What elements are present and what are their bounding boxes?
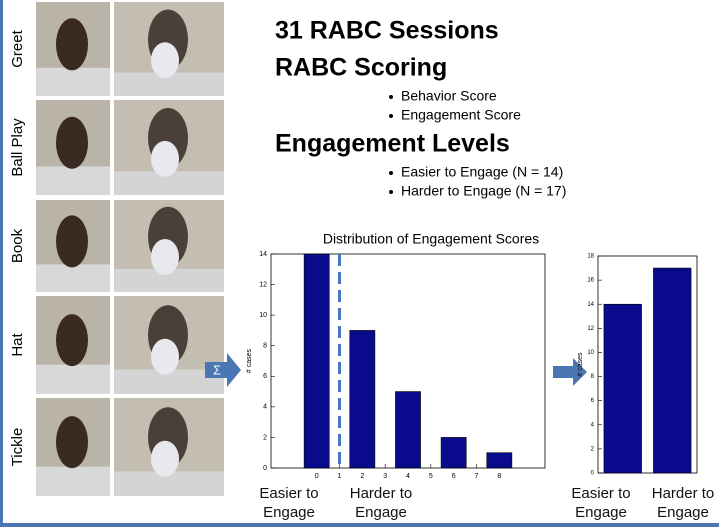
photo-person — [56, 117, 88, 169]
chart-title: Distribution of Engagement Scores — [323, 231, 539, 247]
photo-label: Greet — [9, 29, 26, 67]
caption: Easier to Engage — [559, 484, 643, 522]
heading: 31 RABC Sessions — [275, 17, 499, 45]
x-tick-label: 6 — [452, 473, 456, 480]
bar — [604, 304, 642, 473]
photo-label: Tickle — [9, 428, 26, 467]
photo-person — [56, 215, 88, 267]
y-tick-label: 16 — [587, 278, 594, 284]
bar — [304, 254, 329, 468]
y-tick-label: 12 — [587, 326, 594, 332]
caption: Harder to Engage — [339, 484, 423, 522]
x-tick-label: 7 — [475, 473, 479, 480]
photo-label: Ball Play — [9, 118, 26, 177]
photo-person — [56, 18, 88, 70]
photo-table — [36, 264, 110, 292]
caption: Easier to Engage — [247, 484, 331, 522]
bar — [487, 453, 512, 468]
bullet-dot — [389, 190, 393, 194]
bullet-text: Engagement Score — [401, 107, 521, 123]
bullet-dot — [389, 95, 393, 99]
x-tick-label: 1 — [338, 473, 342, 480]
slide: 31 RABC Sessions RABC Scoring Engagement… — [0, 0, 719, 527]
bar — [350, 330, 375, 468]
y-tick-label: 10 — [587, 350, 594, 356]
y-tick-label: 14 — [259, 251, 267, 258]
bullet-text: Harder to Engage (N = 17) — [401, 183, 566, 199]
y-tick-label: 2 — [591, 446, 595, 452]
y-tick-label: 0 — [591, 471, 595, 477]
x-tick-label: 2 — [360, 473, 364, 480]
photo-table — [36, 467, 110, 496]
photo-table — [36, 365, 110, 394]
heading: Engagement Levels — [275, 130, 510, 158]
photo-person — [56, 314, 88, 366]
y-tick-label: 10 — [259, 312, 267, 319]
caption: Harder to Engage — [641, 484, 719, 522]
bar — [441, 437, 466, 468]
y-axis-label: # cases — [577, 352, 584, 377]
x-tick-label: 3 — [383, 473, 387, 480]
y-tick-label: 12 — [259, 281, 267, 288]
y-tick-label: 4 — [263, 404, 267, 411]
photo-table — [36, 167, 110, 196]
photo-child — [151, 42, 179, 78]
sum-symbol: Σ — [213, 362, 221, 377]
x-tick-label: 5 — [429, 473, 433, 480]
y-tick-label: 0 — [263, 465, 267, 472]
photo-person — [56, 416, 88, 468]
x-tick-label: 8 — [497, 473, 501, 480]
y-axis-label: # cases — [246, 348, 253, 373]
y-tick-label: 6 — [591, 398, 595, 404]
photo-child — [151, 441, 179, 477]
slide-canvas: 31 RABC Sessions RABC Scoring Engagement… — [0, 0, 719, 527]
photo-label: Book — [9, 228, 26, 263]
photo-table — [36, 68, 110, 96]
photo-label: Hat — [9, 332, 26, 356]
y-tick-label: 4 — [591, 422, 595, 428]
y-tick-label: 14 — [587, 302, 594, 308]
left-border — [0, 0, 3, 527]
y-tick-label: 8 — [591, 374, 595, 380]
bullet-dot — [389, 171, 393, 175]
x-tick-label: 0 — [315, 473, 319, 480]
bullet-text: Easier to Engage (N = 14) — [401, 164, 563, 180]
photo-child — [151, 239, 179, 275]
photo-child — [151, 141, 179, 177]
bar — [653, 268, 691, 473]
y-tick-label: 2 — [263, 434, 267, 441]
x-tick-label: 4 — [406, 473, 410, 480]
bullet-dot — [389, 114, 393, 118]
photo-grid — [36, 2, 224, 496]
bullet-text: Behavior Score — [401, 88, 497, 104]
y-tick-label: 6 — [263, 373, 267, 380]
y-tick-label: 8 — [263, 343, 267, 350]
bar — [395, 392, 420, 468]
bottom-border — [0, 523, 719, 527]
y-tick-label: 18 — [587, 254, 594, 260]
photo-child — [151, 339, 179, 375]
heading: RABC Scoring — [275, 54, 447, 82]
